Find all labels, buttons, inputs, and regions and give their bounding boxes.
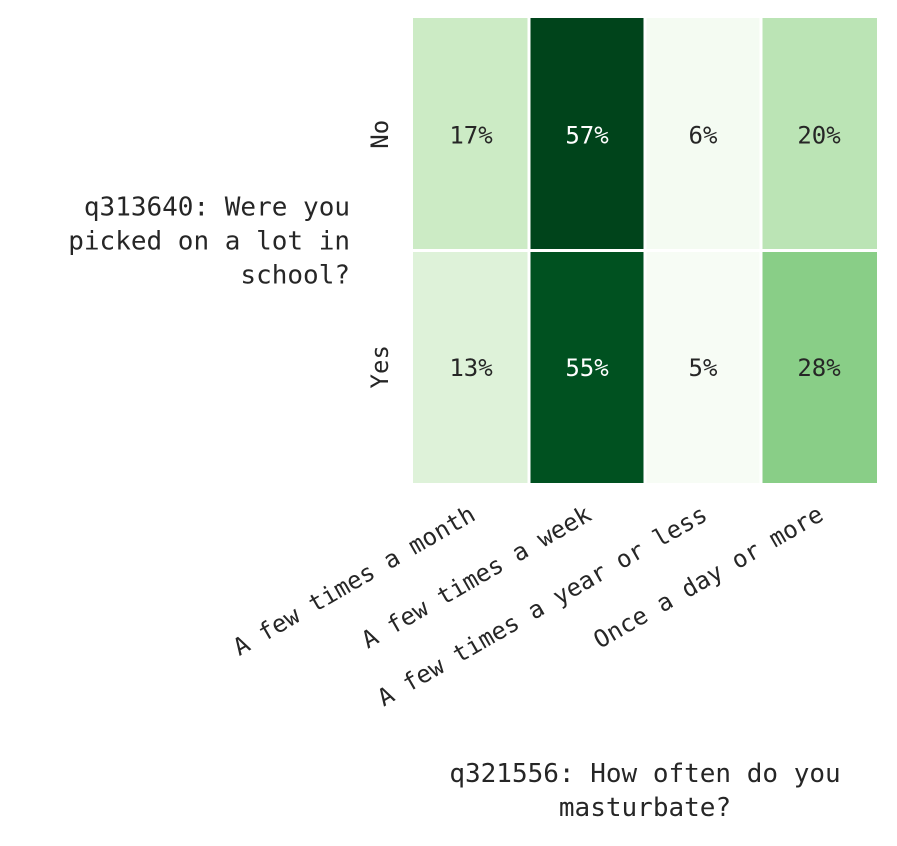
y-tick-label: No [366,120,394,149]
cell-value-label: 28% [797,354,841,382]
cell-value-label: 20% [797,121,841,149]
x-axis-label: q321556: How often do you masturbate? [449,759,840,823]
cell-value-label: 5% [689,354,718,382]
cell-value-label: 55% [565,354,609,382]
heatmap-cell [646,252,760,483]
heatmap-cell [530,252,644,483]
heatmap-cells [413,18,877,483]
heatmap-cell-labels: 17% 57% 6% 20% 13% 55% 5% 28% [449,121,841,382]
y-axis-label: q313640: Were you picked on a lot in schoo… [68,193,350,291]
cell-value-label: 17% [449,121,493,149]
heatmap-cell [646,18,760,249]
cell-value-label: 57% [565,121,609,149]
cell-value-label: 13% [449,354,493,382]
y-tick-label: Yes [366,345,394,388]
y-tick-labels: No Yes [366,120,394,389]
heatmap-cell [530,18,644,249]
heatmap-cell [762,18,877,249]
heatmap-cell [413,18,528,249]
cell-value-label: 6% [689,121,718,149]
heatmap-cell [762,252,877,483]
heatmap-cell [413,252,528,483]
